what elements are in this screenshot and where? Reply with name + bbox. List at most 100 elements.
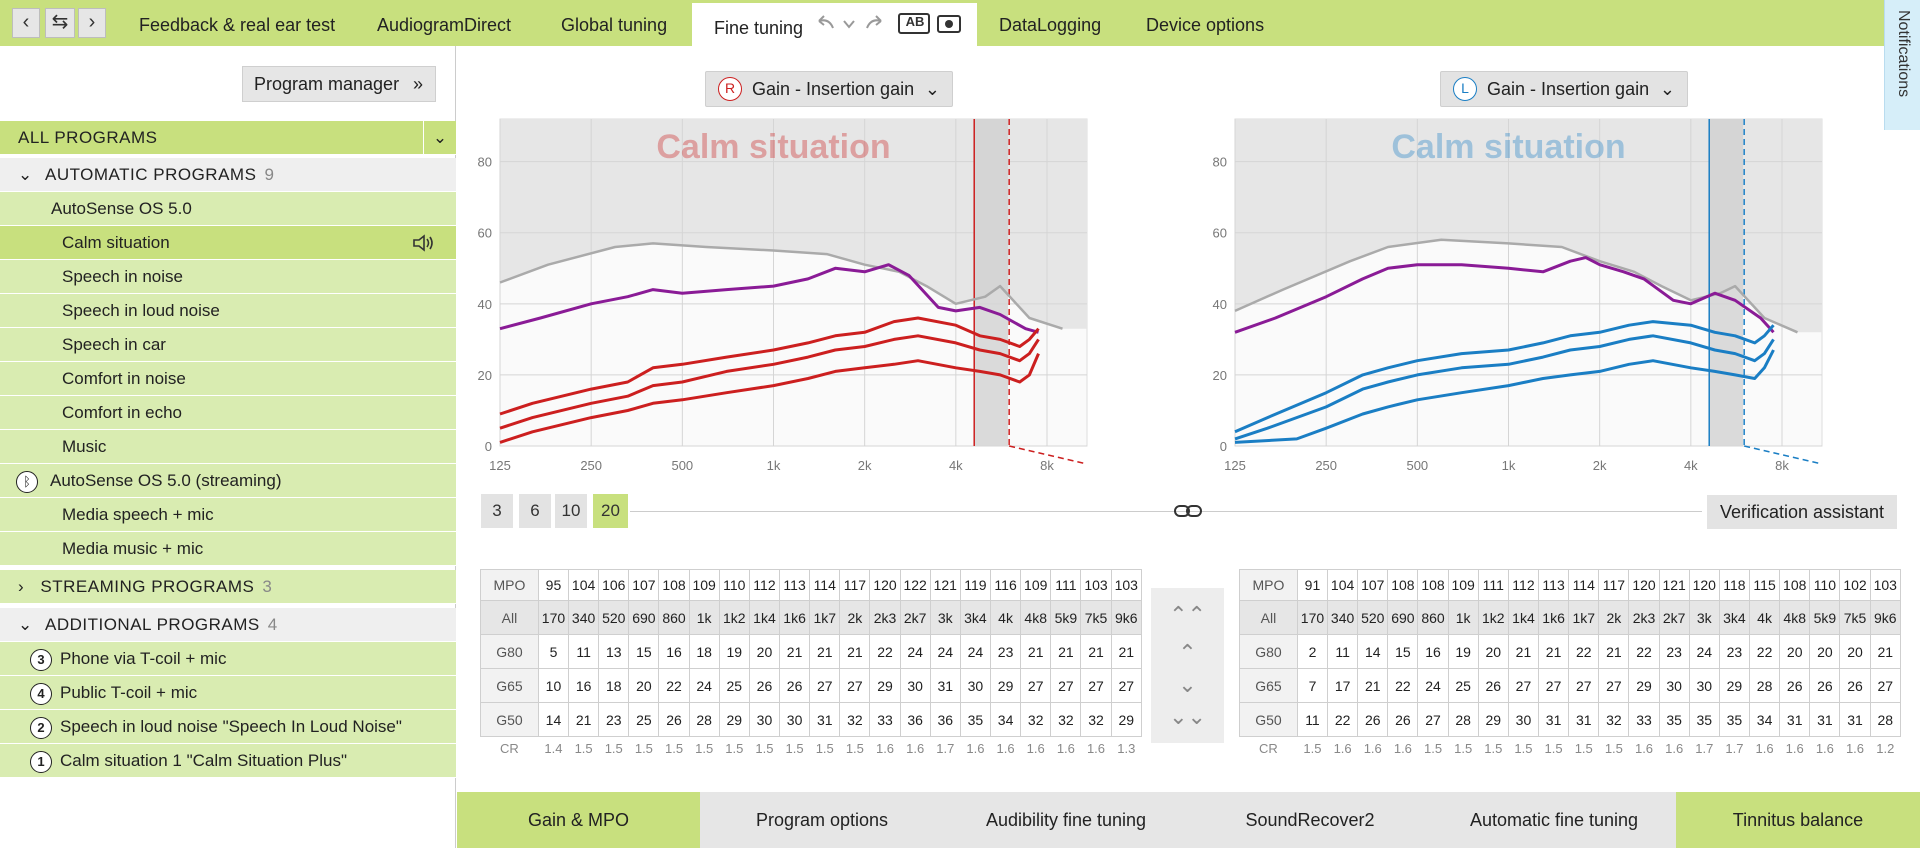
additional-program-item[interactable]: 4 Public T-coil + mic xyxy=(0,676,456,710)
table-cell[interactable]: 121 xyxy=(1658,569,1690,601)
additional-program-item[interactable]: 2 Speech in loud noise "Speech In Loud No… xyxy=(0,710,456,744)
table-cell[interactable]: 690 xyxy=(628,600,660,635)
table-cell[interactable]: 91 xyxy=(1296,569,1329,601)
table-cell[interactable]: 30 xyxy=(1507,702,1540,737)
table-cell[interactable]: 26 xyxy=(1357,702,1389,737)
table-cell[interactable]: 23 xyxy=(598,702,630,737)
table-cell[interactable]: 16 xyxy=(568,668,600,703)
table-cell[interactable]: 2 xyxy=(1296,634,1329,669)
table-cell[interactable]: 21 xyxy=(839,634,871,669)
table-cell[interactable]: 24 xyxy=(899,634,931,669)
table-cell[interactable]: 103 xyxy=(1080,569,1112,601)
table-cell[interactable]: 106 xyxy=(598,569,630,601)
table-cell[interactable]: 15 xyxy=(628,634,660,669)
table-cell[interactable]: 31 xyxy=(1809,702,1841,737)
table-cell[interactable]: 113 xyxy=(1538,569,1570,601)
table-cell[interactable]: 32 xyxy=(1050,702,1082,737)
table-cell[interactable]: 18 xyxy=(598,668,630,703)
table-cell[interactable]: 35 xyxy=(1688,702,1720,737)
table-cell[interactable]: 2k7 xyxy=(1658,600,1690,635)
table-cell[interactable]: 20 xyxy=(1779,634,1811,669)
table-cell[interactable]: 27 xyxy=(1050,668,1082,703)
all-programs-dropdown[interactable]: ALL PROGRAMS ⌄ xyxy=(0,121,456,155)
table-cell[interactable]: 2k xyxy=(1598,600,1630,635)
table-cell[interactable]: 28 xyxy=(1869,702,1902,737)
program-item[interactable]: AutoSense OS 5.0 xyxy=(0,192,456,226)
table-cell[interactable]: 3k4 xyxy=(959,600,992,635)
avg-button-6[interactable]: 6 xyxy=(519,494,551,528)
table-cell[interactable]: 9k6 xyxy=(1869,600,1902,635)
forward-icon[interactable]: › xyxy=(78,8,106,38)
tab-soundrecover2[interactable]: SoundRecover2 xyxy=(1245,810,1375,830)
tab-audibility-fine-tuning[interactable]: Audibility fine tuning xyxy=(985,810,1147,830)
table-cell[interactable]: 30 xyxy=(899,668,931,703)
table-cell[interactable]: 26 xyxy=(748,668,781,703)
table-cell[interactable]: 170 xyxy=(537,600,570,635)
table-cell[interactable]: 5k9 xyxy=(1809,600,1841,635)
table-cell[interactable]: 5k9 xyxy=(1050,600,1082,635)
table-cell[interactable]: 28 xyxy=(1748,668,1781,703)
table-cell[interactable]: 520 xyxy=(598,600,630,635)
table-cell[interactable]: 103 xyxy=(1110,569,1143,601)
back-icon[interactable]: ‹ xyxy=(12,8,40,38)
tab-device-options[interactable]: Device options xyxy=(1146,15,1265,35)
double-chevron-up-icon[interactable]: ⌃⌃ xyxy=(1169,602,1206,627)
table-cell[interactable]: 25 xyxy=(1447,668,1479,703)
table-cell[interactable]: 22 xyxy=(1628,634,1660,669)
table-cell[interactable]: 1k6 xyxy=(1538,600,1570,635)
table-cell[interactable]: 22 xyxy=(1748,634,1781,669)
table-cell[interactable]: 11 xyxy=(568,634,600,669)
table-cell[interactable]: 121 xyxy=(929,569,961,601)
tab-feedback-real-ear-test[interactable]: Feedback & real ear test xyxy=(139,15,336,35)
table-cell[interactable]: 27 xyxy=(1507,668,1540,703)
table-cell[interactable]: 690 xyxy=(1387,600,1419,635)
table-cell[interactable]: 114 xyxy=(1568,569,1600,601)
table-cell[interactable]: 103 xyxy=(1869,569,1902,601)
table-cell[interactable]: 14 xyxy=(537,702,570,737)
table-cell[interactable]: 21 xyxy=(1357,668,1389,703)
table-cell[interactable]: 19 xyxy=(718,634,750,669)
table-cell[interactable]: 30 xyxy=(1688,668,1720,703)
table-cell[interactable]: 26 xyxy=(1779,668,1811,703)
table-cell[interactable]: 2k3 xyxy=(869,600,901,635)
tab-global-tuning[interactable]: Global tuning xyxy=(561,15,668,35)
program-item-selected[interactable]: Calm situation xyxy=(0,226,456,260)
chevron-down-icon[interactable] xyxy=(843,20,855,29)
program-item[interactable]: Media speech + mic xyxy=(0,498,456,532)
table-cell[interactable]: 20 xyxy=(1809,634,1841,669)
screenshot-icon[interactable] xyxy=(937,14,961,34)
table-cell[interactable]: 109 xyxy=(688,569,720,601)
avg-button-20[interactable]: 20 xyxy=(593,494,628,528)
chevron-down-icon[interactable]: ⌄ xyxy=(1178,672,1197,697)
table-cell[interactable]: 7k5 xyxy=(1839,600,1871,635)
link-ears-icon[interactable] xyxy=(1173,502,1203,520)
table-cell[interactable]: 9k6 xyxy=(1110,600,1143,635)
program-item[interactable]: Speech in loud noise xyxy=(0,294,456,328)
table-cell[interactable]: 25 xyxy=(718,668,750,703)
ab-compare-icon[interactable] xyxy=(898,13,930,34)
tab-automatic-fine-tuning[interactable]: Automatic fine tuning xyxy=(1469,810,1639,830)
table-cell[interactable]: 170 xyxy=(1296,600,1329,635)
table-cell[interactable]: 27 xyxy=(1598,668,1630,703)
table-cell[interactable]: 117 xyxy=(1598,569,1630,601)
chevron-up-icon[interactable]: ⌃ xyxy=(1178,640,1197,665)
table-cell[interactable]: 109 xyxy=(1020,569,1052,601)
table-cell[interactable]: 31 xyxy=(809,702,841,737)
table-cell[interactable]: 11 xyxy=(1296,702,1329,737)
table-cell[interactable]: 21 xyxy=(1080,634,1112,669)
tab-datalogging[interactable]: DataLogging xyxy=(999,15,1102,35)
notifications-panel-toggle[interactable]: Notifications xyxy=(1884,0,1920,130)
table-cell[interactable]: 31 xyxy=(1839,702,1871,737)
table-cell[interactable]: 22 xyxy=(1387,668,1419,703)
table-cell[interactable]: 1k xyxy=(688,600,720,635)
left-ear-gain-chart[interactable]: 0 20 40 60 80 125 250 500 1k 2k 4k 8k Calm situation xyxy=(1190,116,1905,476)
table-cell[interactable]: 27 xyxy=(1080,668,1112,703)
table-cell[interactable]: 107 xyxy=(1357,569,1389,601)
table-cell[interactable]: 29 xyxy=(1628,668,1660,703)
table-cell[interactable]: 22 xyxy=(1568,634,1600,669)
table-cell[interactable]: 35 xyxy=(959,702,992,737)
table-cell[interactable]: 120 xyxy=(1688,569,1720,601)
undo-icon[interactable] xyxy=(818,15,834,29)
table-cell[interactable]: 33 xyxy=(1628,702,1660,737)
table-cell[interactable]: 27 xyxy=(1568,668,1600,703)
